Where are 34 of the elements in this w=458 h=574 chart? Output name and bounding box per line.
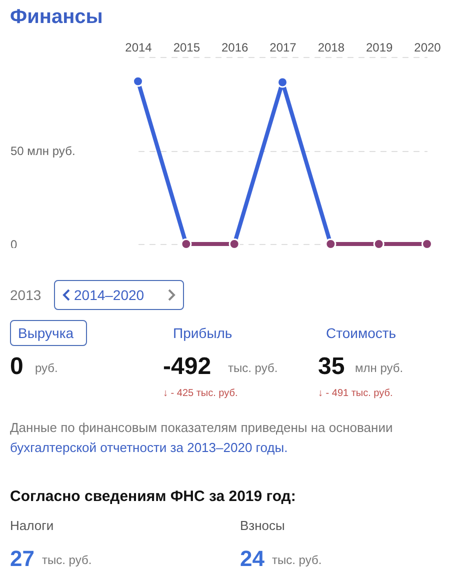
text: Данные по финансовым показателям приведены на основании xyxy=(10,420,393,435)
x-tick-label: 2019 xyxy=(366,40,394,54)
text: 2014–2020 xyxy=(74,287,144,303)
text: ↓ - 425 тыс. руб. xyxy=(163,388,238,399)
y-tick-label: 50 млн руб. xyxy=(10,144,76,158)
point xyxy=(132,76,144,87)
text: тыс. руб. xyxy=(42,553,92,567)
point xyxy=(277,76,288,88)
text: 2013 xyxy=(10,287,42,303)
text: 35 xyxy=(318,353,345,381)
text: Выручка xyxy=(18,325,74,341)
point xyxy=(373,238,384,248)
text: тыс. руб. xyxy=(228,361,278,375)
text: Стоимость xyxy=(326,325,396,341)
text: Согласно сведениям ФНС за 2019 год: xyxy=(10,488,296,505)
text: 27 xyxy=(10,546,34,572)
x-tick-label: 2015 xyxy=(173,40,200,54)
text: -492 xyxy=(163,353,212,381)
point xyxy=(422,238,432,248)
text: бухгалтерской отчетности за 2013–2020 годы. xyxy=(10,440,288,455)
chart-title: Финансы xyxy=(10,6,103,28)
x-tick-label: 2020 xyxy=(414,40,442,54)
x-tick-label: 2017 xyxy=(270,40,297,54)
text: Налоги xyxy=(10,518,54,533)
text: руб. xyxy=(35,361,58,375)
x-tick-label: 2018 xyxy=(318,40,345,54)
text: Взносы xyxy=(240,518,285,533)
text: ↓ - 491 тыс. руб. xyxy=(318,388,393,399)
x-tick-label: 2016 xyxy=(221,40,249,54)
x-tick-label: 2014 xyxy=(125,40,152,54)
text: млн руб. xyxy=(355,361,404,375)
text: тыс. руб. xyxy=(272,553,322,567)
text: 24 xyxy=(240,546,264,572)
text: Прибыль xyxy=(173,325,232,341)
